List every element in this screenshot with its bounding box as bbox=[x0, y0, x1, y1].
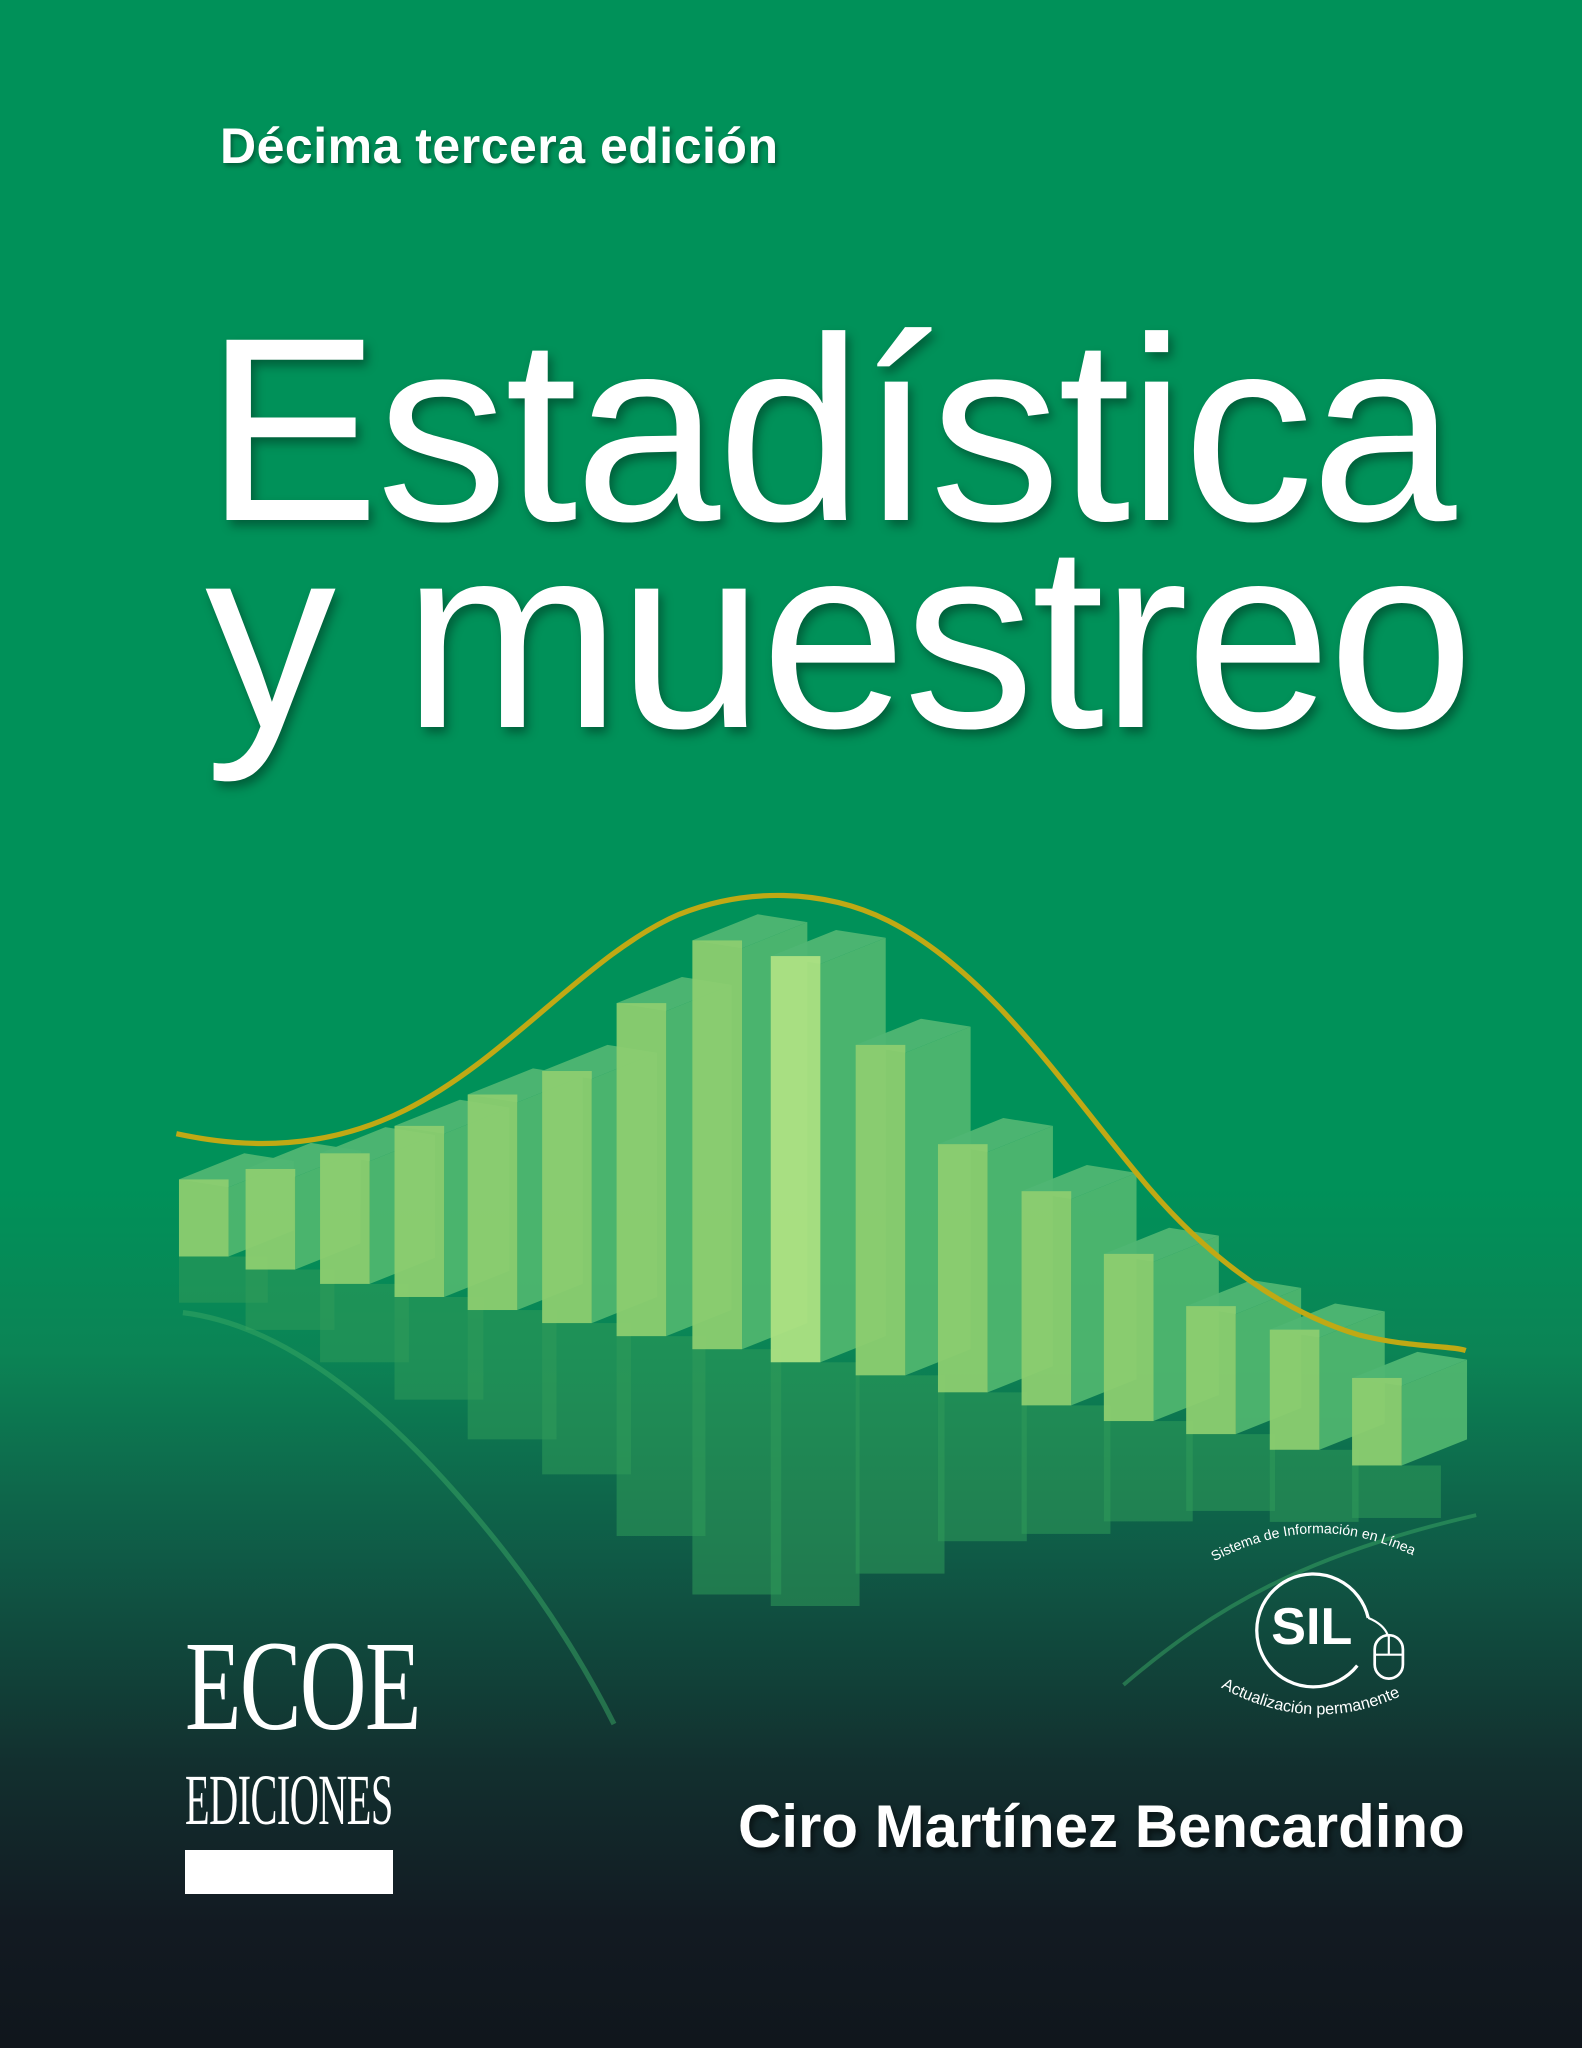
bar-front-face bbox=[855, 1044, 906, 1376]
mouse-cable bbox=[1367, 1616, 1389, 1636]
ecoe-ediciones-logo: ECOE EDICIONES bbox=[185, 1622, 421, 1898]
bar-top-face bbox=[1186, 1280, 1302, 1314]
bar-top-face bbox=[937, 1118, 1053, 1152]
author-name: Ciro Martínez Bencardino bbox=[738, 1793, 1465, 1860]
bar-front-face bbox=[394, 1125, 445, 1297]
normal-curve bbox=[175, 892, 1467, 1354]
badge-swoosh bbox=[1122, 1513, 1477, 1687]
computer-mouse-icon bbox=[1373, 1633, 1405, 1680]
bar-front-face bbox=[1103, 1253, 1154, 1422]
bar-reflection bbox=[542, 1323, 631, 1475]
logo-ecoe-text: ECOE bbox=[185, 1615, 421, 1757]
logo-ediciones-text: EDICIONES bbox=[185, 1760, 393, 1840]
bar-front-face bbox=[616, 1003, 667, 1337]
edition-label: Décima tercera edición bbox=[220, 118, 779, 174]
bar-front-face bbox=[467, 1094, 518, 1311]
bar-top-face bbox=[1352, 1351, 1468, 1386]
bar-reflection bbox=[245, 1269, 335, 1330]
bar-front-face bbox=[1021, 1191, 1072, 1406]
bar-top-face bbox=[1021, 1165, 1137, 1200]
bar-top-face bbox=[1269, 1303, 1385, 1338]
bar-front-face bbox=[320, 1153, 370, 1284]
bar-reflection bbox=[1352, 1465, 1441, 1518]
bar-top-face bbox=[692, 914, 808, 949]
bar-reflection bbox=[692, 1349, 782, 1595]
bar-front-face bbox=[937, 1144, 988, 1393]
bar-front-face bbox=[1352, 1377, 1402, 1466]
histogram-bars bbox=[178, 914, 1468, 1466]
bar-top-face bbox=[1103, 1227, 1219, 1262]
bar-reflection bbox=[467, 1310, 557, 1440]
reflection-curve bbox=[182, 1310, 617, 1726]
bar-front-face bbox=[770, 956, 821, 1363]
bar-reflection bbox=[770, 1362, 860, 1607]
bar-front-face bbox=[692, 940, 743, 1350]
bar-reflection bbox=[616, 1336, 706, 1536]
bar-top-face bbox=[855, 1018, 971, 1053]
logo-white-bar bbox=[185, 1850, 393, 1894]
bar-reflection bbox=[1021, 1405, 1111, 1534]
sil-top-arc-text: Sistema de Información en Línea bbox=[1208, 1520, 1418, 1564]
bar-front-face bbox=[1269, 1329, 1320, 1450]
sil-circle bbox=[1255, 1572, 1370, 1689]
bar-reflection bbox=[937, 1392, 1027, 1542]
bar-front-face bbox=[245, 1168, 296, 1270]
sil-badge: SIL Sistema de Información en Línea Actu… bbox=[1208, 1520, 1418, 1718]
bar-reflection bbox=[855, 1375, 945, 1574]
bar-front-face bbox=[542, 1071, 592, 1324]
bar-reflection bbox=[1269, 1449, 1359, 1522]
bars-reflection bbox=[178, 1256, 1441, 1607]
sil-acronym: SIL bbox=[1271, 1598, 1352, 1656]
sil-bottom-arc-text: Actualización permanente bbox=[1219, 1675, 1402, 1718]
book-title-line-1: Estadística bbox=[205, 283, 1456, 576]
bar-front-face bbox=[1186, 1306, 1236, 1435]
bar-front-face bbox=[178, 1179, 229, 1257]
bar-reflection bbox=[1186, 1434, 1276, 1511]
bar-reflection bbox=[1103, 1421, 1193, 1522]
book-title-line-2: y muestreo bbox=[205, 490, 1474, 783]
bar-top-face bbox=[770, 929, 886, 964]
bar-reflection bbox=[320, 1283, 409, 1363]
bar-side-face bbox=[1401, 1359, 1468, 1466]
